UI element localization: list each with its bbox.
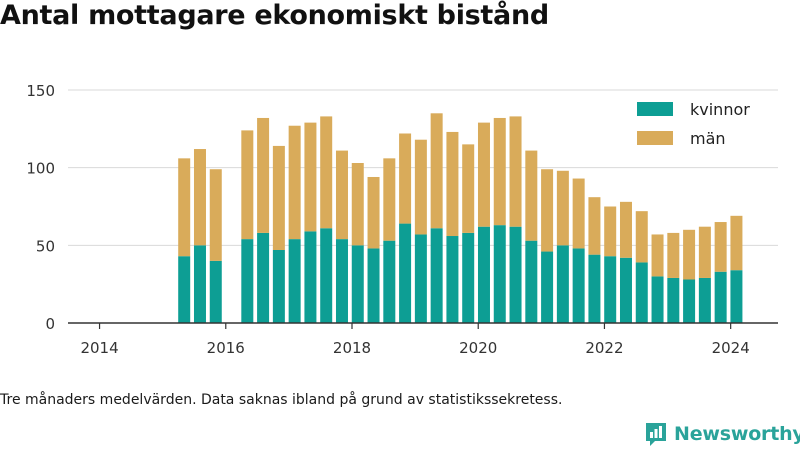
bar-män: [588, 197, 601, 255]
bar-män: [272, 145, 285, 250]
bar-kvinnor: [257, 232, 270, 323]
x-axis: 2014 2016 2018 2020 2022 2024: [80, 323, 750, 357]
x-tick-label: 2014: [80, 339, 118, 357]
bar-män: [335, 150, 348, 240]
x-tick-label: 2018: [333, 339, 371, 357]
bar-män: [604, 206, 617, 257]
bar-kvinnor: [556, 245, 569, 323]
brand-logo: Newsworthy: [644, 419, 800, 449]
x-tick-label: 2024: [712, 339, 750, 357]
bar-män: [714, 222, 727, 272]
bar-män: [351, 163, 364, 246]
bar-kvinnor: [178, 256, 191, 323]
bar-kvinnor: [493, 225, 506, 323]
bar-män: [446, 131, 459, 237]
bar-män: [320, 116, 333, 229]
bar-män: [209, 169, 222, 261]
bar-män: [509, 116, 522, 227]
chart-title: Antal mottagare ekonomiskt bistånd: [0, 0, 549, 31]
bar-kvinnor: [477, 226, 490, 323]
bar-kvinnor: [351, 245, 364, 323]
y-tick-label: 50: [36, 237, 55, 255]
bar-män: [430, 113, 443, 229]
bar-män: [257, 117, 270, 233]
bar-kvinnor: [588, 254, 601, 323]
bar-män: [730, 215, 743, 271]
legend-label-kvinnor: kvinnor: [690, 100, 750, 119]
bar-kvinnor: [209, 260, 222, 323]
bar-kvinnor: [525, 240, 538, 323]
bar-kvinnor: [698, 277, 711, 323]
bar-män: [667, 232, 680, 278]
bar-kvinnor: [320, 228, 333, 323]
bar-kvinnor: [367, 248, 380, 323]
bar-kvinnor: [383, 240, 396, 323]
bar-män: [635, 211, 648, 263]
bar-kvinnor: [288, 239, 301, 323]
bar-män: [651, 234, 664, 277]
bar-kvinnor: [509, 226, 522, 323]
bar-kvinnor: [619, 257, 632, 323]
bar-kvinnor: [193, 245, 206, 323]
bar-kvinnor: [635, 262, 648, 323]
x-tick-label: 2016: [207, 339, 245, 357]
bar-kvinnor: [304, 231, 317, 323]
bar-kvinnor: [430, 228, 443, 323]
bar-män: [399, 133, 412, 224]
bar-kvinnor: [462, 232, 475, 323]
x-tick-label: 2022: [585, 339, 623, 357]
bar-män: [477, 122, 490, 227]
bar-kvinnor: [714, 271, 727, 323]
bar-kvinnor: [241, 239, 254, 323]
bar-män: [304, 122, 317, 232]
bar-män: [698, 226, 711, 278]
bar-män: [572, 178, 585, 249]
legend: kvinnor män: [637, 100, 750, 148]
y-axis: 0 50 100 150: [26, 82, 55, 333]
bar-kvinnor: [335, 239, 348, 323]
bar-män: [241, 130, 254, 240]
x-tick-label: 2020: [459, 339, 497, 357]
bar-män: [619, 201, 632, 258]
bar-män: [178, 158, 191, 257]
bar-kvinnor: [399, 223, 412, 323]
bar-män: [525, 150, 538, 241]
y-tick-label: 150: [26, 82, 55, 100]
y-tick-label: 100: [26, 160, 55, 178]
bar-män: [683, 229, 696, 280]
bar-män: [493, 117, 506, 226]
bar-chart: 2014 2016 2018 2020 2022 2024 0 50 100 150 kvinn…: [26, 82, 778, 357]
legend-swatch-kvinnor: [637, 102, 673, 116]
footnote: Tre månaders medelvärden. Data saknas ib…: [0, 392, 563, 408]
bar-kvinnor: [446, 236, 459, 323]
bar-kvinnor: [604, 256, 617, 323]
bar-area: [178, 113, 743, 323]
bar-kvinnor: [651, 276, 664, 323]
bar-män: [414, 139, 427, 235]
bar-kvinnor: [272, 249, 285, 323]
brand-name: Newsworthy: [674, 423, 800, 445]
bar-kvinnor: [414, 234, 427, 323]
bar-kvinnor: [572, 248, 585, 323]
bar-kvinnor: [730, 270, 743, 323]
bar-män: [462, 144, 475, 233]
bar-män: [193, 149, 206, 246]
bar-kvinnor: [667, 277, 680, 323]
bar-män: [541, 169, 554, 252]
legend-swatch-män: [637, 131, 673, 145]
bar-män: [288, 125, 301, 240]
bar-män: [556, 170, 569, 246]
bar-kvinnor: [541, 251, 554, 323]
legend-label-män: män: [690, 129, 726, 148]
bar-män: [367, 176, 380, 249]
bar-kvinnor: [683, 279, 696, 323]
newsworthy-logo-icon: [646, 423, 666, 446]
y-tick-label: 0: [45, 315, 55, 333]
bar-män: [383, 158, 396, 241]
